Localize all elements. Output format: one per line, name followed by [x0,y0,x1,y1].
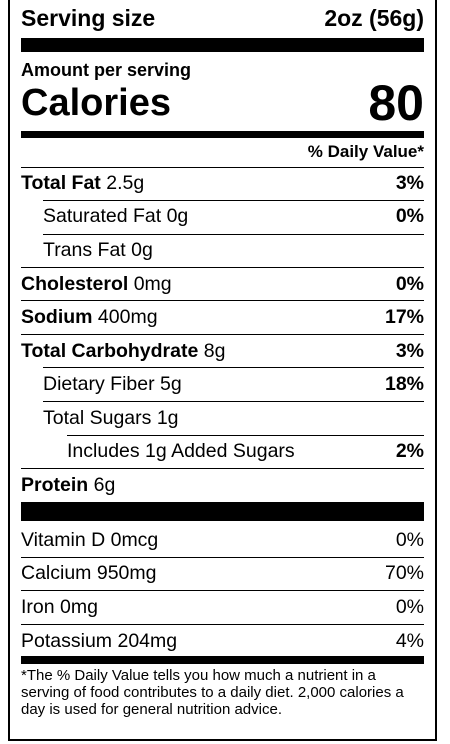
thick-divider [21,38,424,52]
nutrient-daily-value: 3% [395,172,424,194]
divider [43,401,424,402]
vitamin-row-potassium: Potassium 204mg 4% [21,630,424,652]
nutrient-amount: 5g [160,373,182,395]
nutrient-amount: 0g [131,239,153,261]
nutrient-row-dietary-fiber: Dietary Fiber 5g 18% [21,373,424,395]
footnote: *The % Daily Value tells you how much a … [21,667,404,718]
nutrient-name: Total Fat [21,172,101,194]
nutrient-row-total-carbohydrate: Total Carbohydrate 8g 3% [21,340,424,362]
nutrient-name: Dietary Fiber [43,373,155,395]
calories-label: Calories [21,82,171,124]
divider [43,200,424,201]
vitamin-row-calcium: Calcium 950mg 70% [21,562,424,584]
nutrient-row-saturated-fat: Saturated Fat 0g 0% [21,205,424,227]
vitamin-amount: 204mg [117,630,178,652]
nutrient-daily-value: 0% [395,273,424,295]
divider [21,557,424,558]
calories-row: Calories 80 [21,78,424,128]
daily-value-header-row: % Daily Value* [21,142,424,162]
vitamin-daily-value: 0% [395,529,424,551]
divider [21,334,424,335]
nutrient-amount: 400mg [97,306,158,328]
nutrient-daily-value: 18% [384,373,424,395]
vitamin-row-vitamin-d: Vitamin D 0mcg 0% [21,529,424,551]
divider [21,590,424,591]
vitamin-amount: 950mg [96,562,157,584]
nutrient-daily-value: 0% [395,205,424,227]
nutrient-daily-value: 2% [395,440,424,462]
divider [21,468,424,469]
nutrient-name: Total Carbohydrate [21,340,199,362]
nutrient-amount: 0g [166,205,189,227]
nutrient-amount: 8g [203,340,226,362]
nutrient-daily-value: 3% [395,340,424,362]
vitamin-daily-value: 4% [395,630,424,652]
medium-divider [21,131,424,138]
medium-divider [21,656,424,664]
divider [43,367,424,368]
nutrient-amount: 2.5g [106,172,145,194]
nutrient-row-added-sugars: Includes 1g Added Sugars 2% [21,440,424,462]
divider [67,435,424,436]
thick-divider [21,502,424,521]
nutrient-amount: 1g [156,407,179,429]
vitamin-name: Potassium [21,630,113,652]
vitamin-name: Calcium [21,562,92,584]
nutrient-row-cholesterol: Cholesterol 0mg 0% [21,273,424,295]
nutrient-row-trans-fat: Trans Fat 0g [21,239,424,261]
amount-per-serving-row: Amount per serving [21,60,424,80]
divider [21,267,424,268]
vitamin-row-iron: Iron 0mg 0% [21,596,424,618]
nutrient-name: Cholesterol [21,273,129,295]
vitamin-name: Vitamin D [21,529,106,551]
nutrient-name: Includes 1g Added Sugars [67,440,295,462]
vitamin-amount: 0mg [60,596,98,618]
nutrient-name: Protein [21,474,89,496]
nutrient-row-protein: Protein 6g [21,474,424,496]
vitamin-name: Iron [21,596,55,618]
nutrient-row-total-fat: Total Fat 2.5g 3% [21,172,424,194]
nutrient-name: Trans Fat [43,239,126,261]
nutrient-amount: 0mg [133,273,172,295]
nutrient-row-sodium: Sodium 400mg 17% [21,306,424,328]
nutrient-daily-value: 17% [384,306,424,328]
daily-value-header: % Daily Value* [307,142,424,161]
nutrient-name: Sodium [21,306,93,328]
vitamin-daily-value: 70% [384,562,424,584]
serving-size-value: 2oz (56g) [324,5,424,31]
nutrient-name: Total Sugars [43,407,152,429]
nutrient-row-total-sugars: Total Sugars 1g [21,407,424,429]
divider [21,624,424,625]
nutrient-amount: 6g [93,474,116,496]
vitamin-daily-value: 0% [395,596,424,618]
divider [21,167,424,168]
nutrition-facts-label: Serving size 2oz (56g) Amount per servin… [8,0,437,741]
divider [21,300,424,301]
nutrient-name: Saturated Fat [43,205,162,227]
divider [43,234,424,235]
serving-size-row: Serving size 2oz (56g) [21,4,424,32]
calories-value: 80 [368,75,424,131]
serving-size-label: Serving size [21,5,156,31]
amount-per-serving-label: Amount per serving [21,60,192,80]
vitamin-amount: 0mcg [110,529,159,551]
